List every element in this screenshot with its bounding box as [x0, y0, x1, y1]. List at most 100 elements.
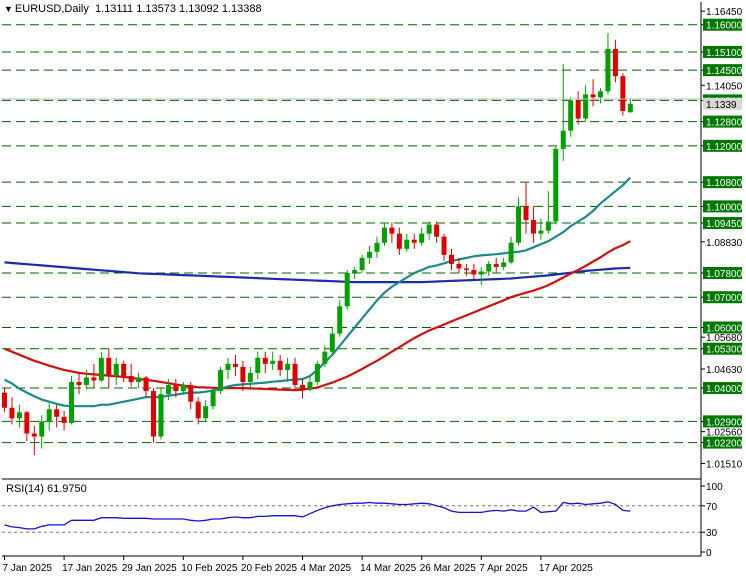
time-tick-label: 7 Apr 2025: [479, 563, 528, 574]
candle-body: [113, 363, 119, 376]
candle-body: [590, 94, 596, 98]
level-badge-label: 1.07000: [706, 293, 743, 304]
candle-body: [411, 239, 417, 243]
candle-body: [374, 242, 380, 252]
level-badge-label: 1.10800: [706, 178, 743, 189]
level-badge: [703, 436, 742, 449]
chart-header: ▼ EURUSD,Daily 1.13111 1.13573 1.13092 1.…: [4, 3, 262, 15]
price-tick-label: 1.16450: [706, 7, 743, 18]
level-badge: [703, 139, 742, 152]
time-tick-label: 26 Mar 2025: [420, 563, 477, 574]
candle-body: [545, 221, 551, 231]
level-badge-label: 1.02200: [706, 439, 743, 450]
candle-body: [530, 220, 536, 234]
level-badge: [703, 267, 742, 280]
price-axis[interactable]: 1.160001.151001.145001.135001.128001.120…: [701, 7, 743, 470]
rsi-indicator: [2, 501, 701, 533]
candle-body: [493, 263, 499, 267]
frame: [2, 2, 702, 557]
candle-body: [300, 385, 305, 390]
candle-body: [151, 391, 156, 437]
level-badge: [703, 415, 742, 428]
candle-body: [232, 363, 238, 367]
level-badge-label: 1.02900: [706, 417, 743, 428]
level-badge-label: 1.07800: [706, 269, 743, 280]
level-badge: [703, 64, 742, 77]
candle-body: [553, 148, 559, 222]
candle-body: [188, 385, 194, 402]
rsi-line: [4, 501, 631, 530]
candle-body: [210, 391, 216, 407]
time-tick-label: 17 Jan 2025: [62, 563, 117, 574]
candle-body: [91, 377, 97, 381]
candle-body: [240, 366, 246, 383]
current-price-badge: [703, 97, 742, 110]
candle-body: [605, 48, 611, 92]
candle-body: [16, 412, 22, 419]
level-badge: [703, 176, 742, 189]
symbol-label: EURUSD,Daily: [14, 3, 89, 15]
price-tick-label: 1.04630: [706, 365, 743, 376]
candle-body: [456, 263, 462, 269]
candle-body: [516, 206, 522, 243]
time-tick-label: 10 Feb 2025: [181, 563, 238, 574]
candle-body: [471, 269, 477, 275]
candle-body: [136, 377, 142, 383]
candle-body: [575, 100, 581, 119]
level-badge-label: 1.15100: [706, 48, 743, 59]
time-tick-label: 20 Feb 2025: [241, 563, 298, 574]
candle-body: [329, 333, 335, 352]
candle-body: [225, 363, 231, 370]
candle-body: [359, 257, 365, 270]
candle-body: [560, 130, 566, 149]
chart-menu-triangle-icon[interactable]: ▼: [4, 4, 13, 14]
level-badge-label: 1.06000: [706, 324, 743, 335]
candle-body: [76, 382, 82, 386]
candle-body: [143, 377, 149, 392]
candle-body: [106, 357, 112, 376]
time-tick-label: 17 Apr 2025: [539, 563, 593, 574]
level-badge-label: 1.10000: [706, 202, 743, 213]
level-badge: [703, 382, 742, 395]
level-badge-label: 1.16000: [706, 21, 743, 32]
candle-body: [352, 269, 358, 274]
candle-body: [434, 224, 440, 237]
level-badge: [703, 342, 742, 355]
level-badge: [703, 217, 742, 230]
candle-body: [128, 375, 134, 383]
candle-body: [441, 236, 447, 255]
candle-body: [255, 357, 261, 373]
candle-body: [247, 372, 253, 383]
rsi-readout: RSI(14) 61.9750: [6, 483, 87, 495]
candlesticks[interactable]: [2, 32, 633, 456]
level-badge-label: 1.05300: [706, 345, 743, 356]
rsi-tick-label: 30: [706, 528, 718, 539]
candle-body: [31, 433, 37, 437]
level-badge-label: 1.09450: [706, 219, 743, 230]
level-badge: [703, 291, 742, 304]
price-tick-label: 1.02560: [706, 428, 743, 439]
time-tick-label: 14 Mar 2025: [360, 563, 417, 574]
candle-body: [389, 227, 395, 234]
candle-body: [165, 385, 171, 395]
candle-body: [627, 103, 633, 113]
rsi-axis: 100 70 30 0: [701, 482, 723, 559]
candle-body: [121, 363, 127, 376]
level-badge: [703, 321, 742, 334]
candle-body: [620, 76, 626, 112]
level-badge: [703, 200, 742, 213]
candle-body: [404, 239, 410, 249]
candle-body: [598, 91, 603, 98]
candle-body: [367, 251, 373, 258]
time-axis: 7 Jan 2025 17 Jan 2025 29 Jan 2025 10 Feb 2…: [3, 556, 593, 574]
candle-body: [203, 406, 209, 419]
price-tick-label: 1.05680: [706, 333, 743, 344]
candle-body: [277, 360, 283, 370]
candle-body: [381, 227, 387, 243]
time-tick-label: 7 Jan 2025: [3, 563, 53, 574]
level-lines: [2, 24, 701, 444]
candle-body: [98, 357, 104, 381]
rsi-tick-label: 70: [706, 502, 718, 513]
level-badge-label: 1.12800: [706, 118, 743, 129]
